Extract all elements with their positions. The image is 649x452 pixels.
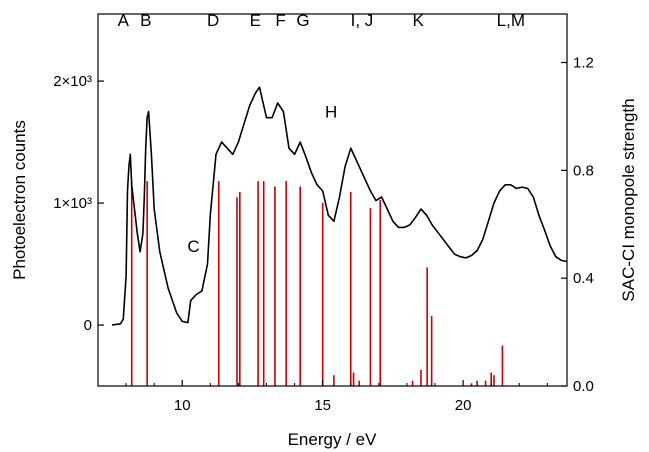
left-y-tick-label: 1×10³ [53, 195, 92, 212]
band-label: D [207, 11, 219, 30]
band-label: B [140, 11, 151, 30]
right-y-tick-label: 0.4 [573, 270, 594, 287]
left-y-tick-label: 2×10³ [53, 73, 92, 90]
right-y-tick-label: 0.0 [573, 378, 594, 395]
right-y-tick-label: 0.8 [573, 162, 594, 179]
right-y-tick-label: 1.2 [573, 55, 594, 72]
band-label: C [187, 237, 199, 256]
sac-ci-stick-spectrum [130, 181, 504, 386]
plot-frame [97, 13, 568, 387]
x-tick-label: 20 [455, 397, 472, 414]
band-label: G [296, 11, 309, 30]
x-tick-label: 15 [314, 397, 331, 414]
x-axis-title: Energy / eV [288, 430, 377, 449]
band-label: H [325, 103, 337, 122]
axes: 10 15 20 0 1×10³ 2×10³ 0.0 0.4 0.8 1.2 [53, 55, 594, 414]
left-y-tick-label: 0 [84, 317, 92, 334]
band-labels: A B D E F G I, J K L,M H C [118, 11, 525, 256]
band-label: A [118, 11, 130, 30]
band-label: I, J [351, 11, 374, 30]
right-y-axis-title: SAC-CI monopole strength [619, 98, 638, 301]
band-label: L,M [497, 11, 525, 30]
x-tick-label: 10 [174, 397, 191, 414]
band-label: K [412, 11, 424, 30]
left-y-axis-title: Photoelectron counts [10, 120, 29, 280]
photoelectron-curve [111, 86, 568, 326]
band-label: E [250, 11, 261, 30]
band-label: F [275, 11, 285, 30]
photoelectron-curve-layer [111, 86, 568, 326]
